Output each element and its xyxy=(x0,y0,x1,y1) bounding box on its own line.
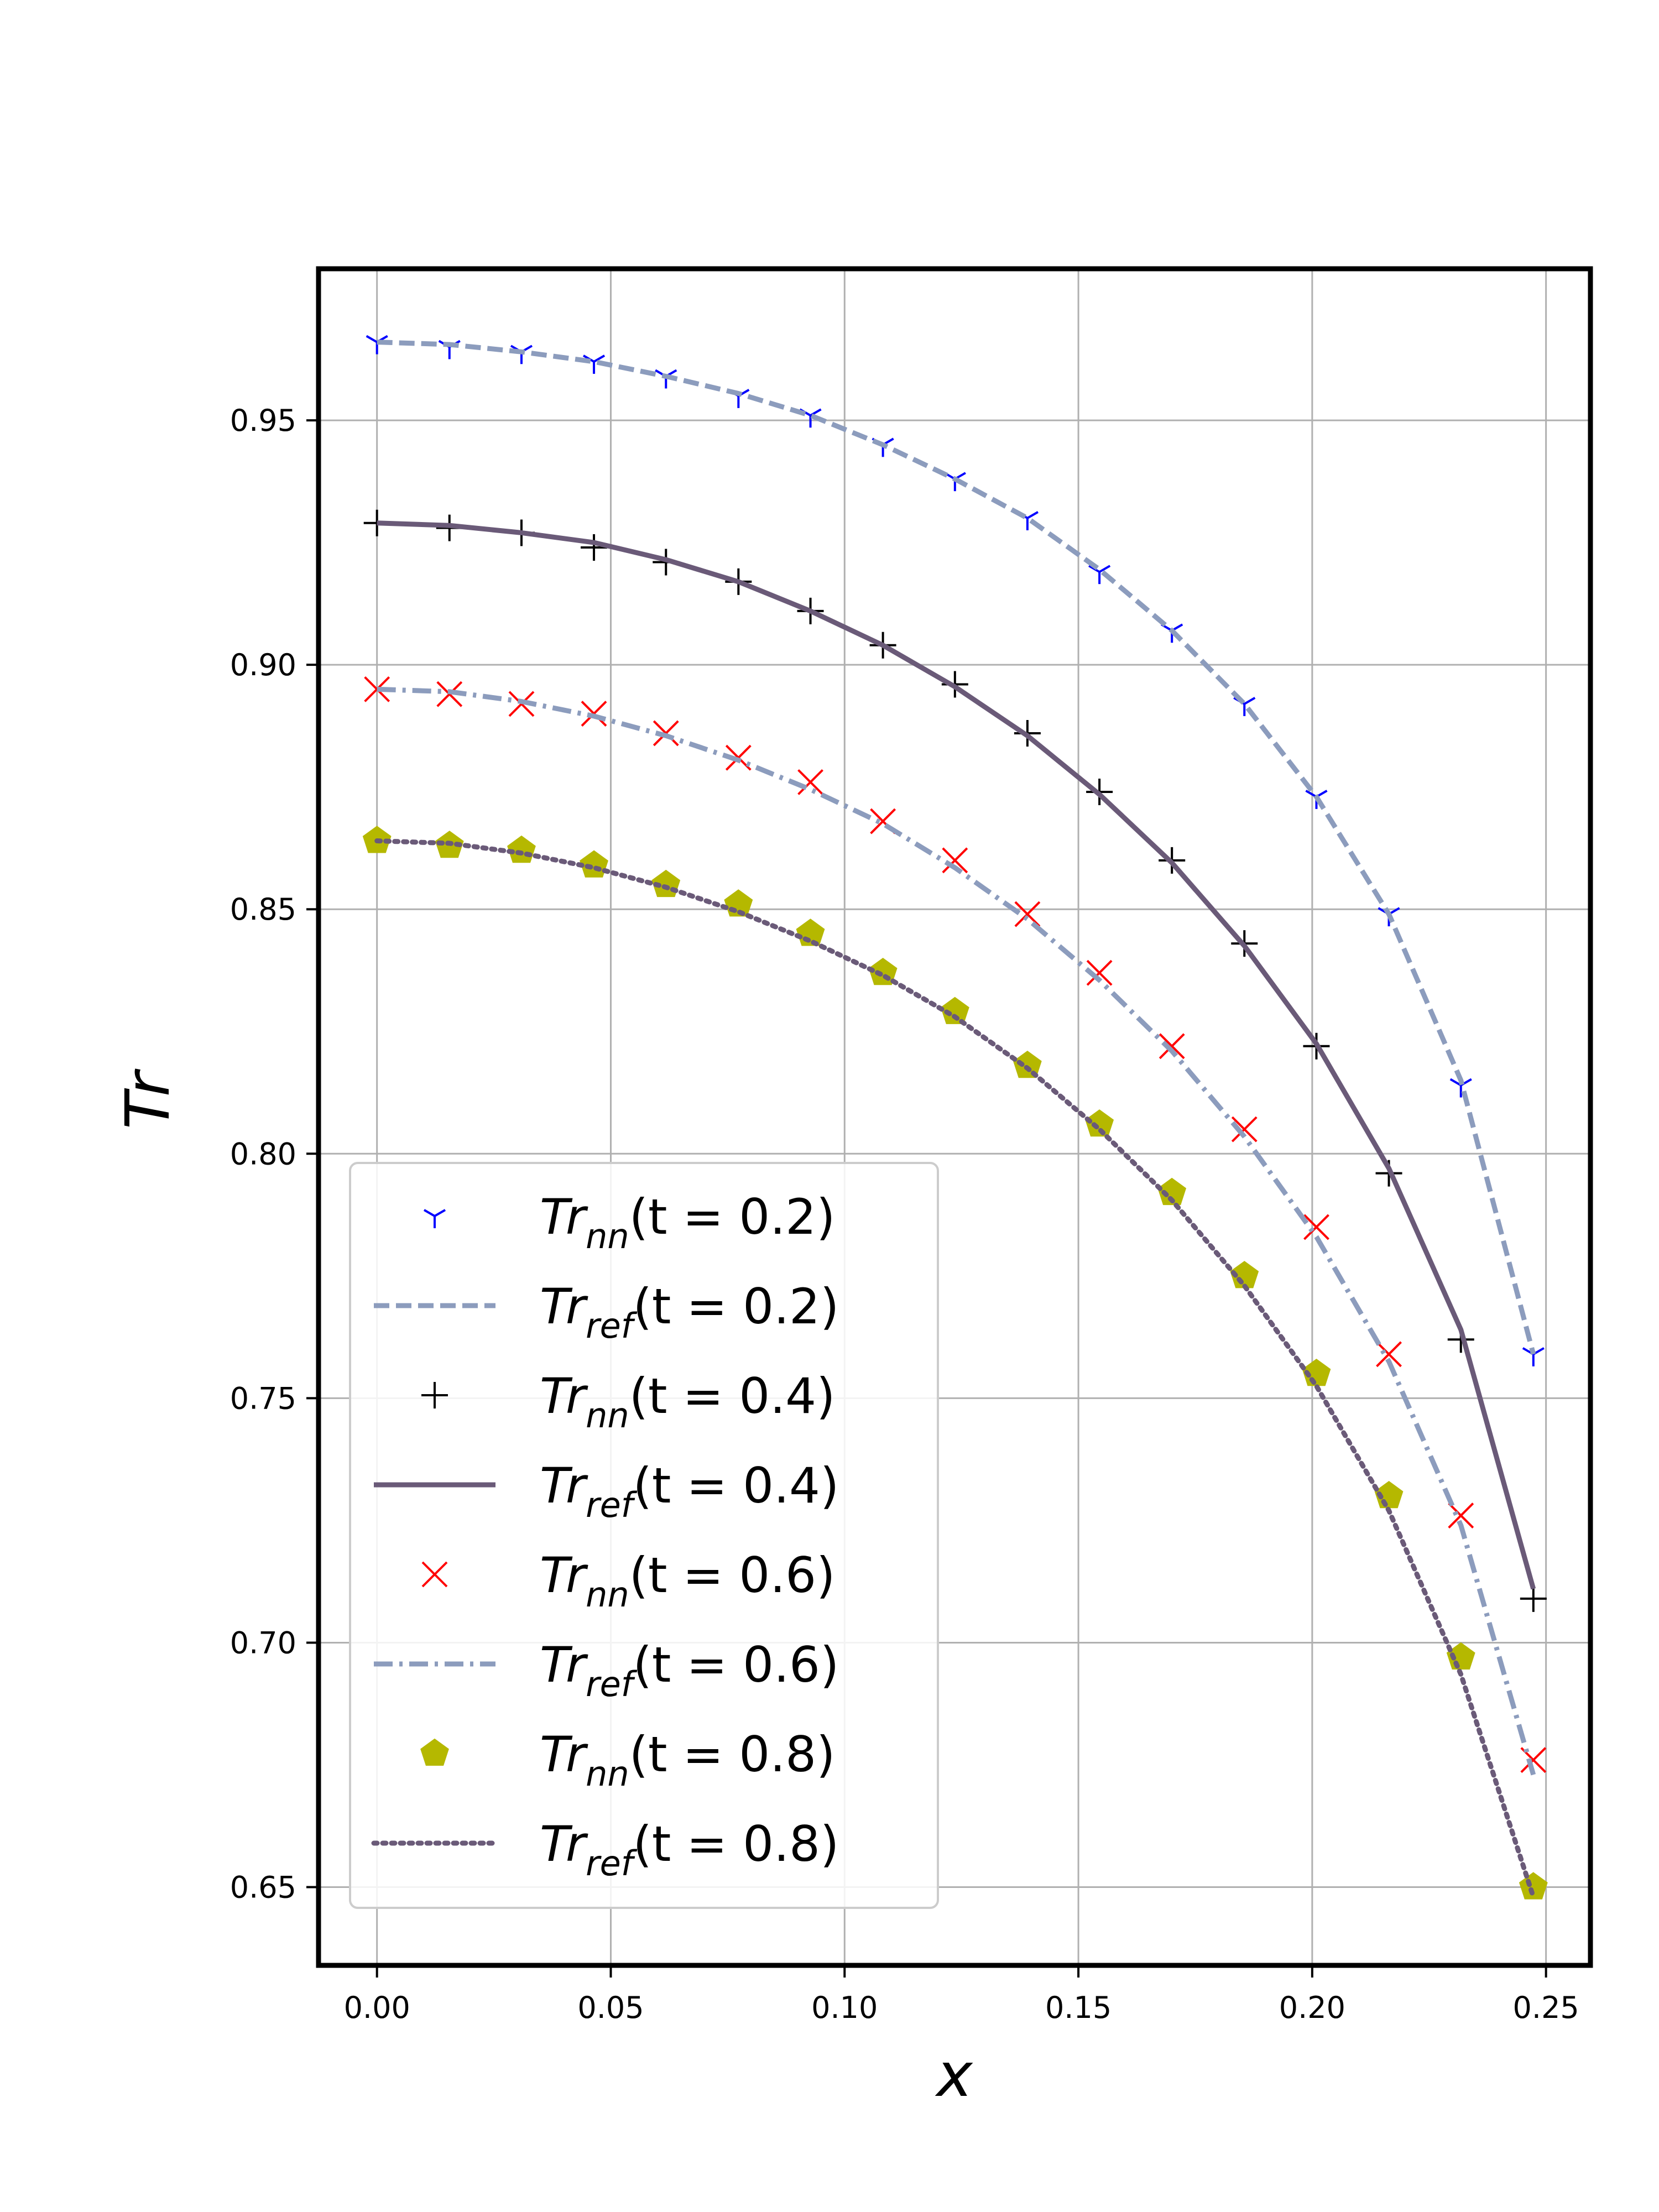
data-point xyxy=(1519,1872,1548,1900)
series-6 xyxy=(377,686,1536,1776)
data-point xyxy=(1376,1341,1402,1368)
data-point xyxy=(797,769,823,795)
axis-ticks: 0.00 0.05 0.10 0.15 0.20 0.25 0.65 0.70 0.75 0.80… xyxy=(230,403,1579,2025)
y-axis-label: Tr xyxy=(112,1068,183,1129)
legend-entry: Trnn(t = 0.6) xyxy=(421,1547,836,1615)
y-tick-label: 0.75 xyxy=(230,1381,296,1416)
series-line xyxy=(374,838,1536,1900)
x-tick-label: 0.25 xyxy=(1513,1990,1579,2025)
y-tick-label: 0.90 xyxy=(230,648,296,682)
legend-label: Trref(t = 0.2) xyxy=(540,1278,839,1346)
series-4 xyxy=(377,520,1536,1590)
legend-entry: Trref(t = 0.4) xyxy=(374,1457,839,1525)
data-point xyxy=(942,847,968,874)
legend-label: Trref(t = 0.6) xyxy=(540,1636,839,1704)
data-point xyxy=(364,676,390,702)
y-tick-label: 0.80 xyxy=(230,1136,296,1171)
legend-label: Trnn(t = 0.4) xyxy=(540,1368,836,1436)
x-tick-label: 0.10 xyxy=(811,1990,878,2025)
legend-entry: Trnn(t = 0.2) xyxy=(423,1188,836,1256)
legend-marker-swatch xyxy=(420,1738,449,1766)
data-point xyxy=(940,997,969,1024)
legend-entry: Trref(t = 0.6) xyxy=(374,1636,839,1704)
x-tick-label: 0.20 xyxy=(1279,1990,1345,2025)
legend-entry: Trnn(t = 0.4) xyxy=(421,1368,836,1436)
legend-marker-swatch xyxy=(421,1561,448,1588)
series-line xyxy=(377,686,1536,1776)
legend-label: Trnn(t = 0.2) xyxy=(540,1188,836,1256)
data-point xyxy=(1014,901,1041,927)
legend-label: Trref(t = 0.8) xyxy=(540,1815,839,1884)
data-point xyxy=(1088,565,1111,585)
legend-entry: Trnn(t = 0.8) xyxy=(420,1726,836,1794)
legend-marker-swatch xyxy=(423,1209,446,1228)
legend-entry: Trref(t = 0.8) xyxy=(371,1815,839,1884)
series-5 xyxy=(364,676,1547,1773)
legend-box xyxy=(349,1162,939,1909)
legend-label: Trnn(t = 0.6) xyxy=(540,1547,836,1615)
series-layer xyxy=(362,335,1548,1900)
x-tick-label: 0.05 xyxy=(577,1990,644,2025)
series-2 xyxy=(377,340,1536,1355)
data-point xyxy=(1520,1585,1547,1612)
data-point xyxy=(581,534,608,561)
data-point xyxy=(1448,1503,1474,1528)
data-point xyxy=(1159,1033,1185,1060)
data-point xyxy=(1086,959,1113,986)
y-tick-label: 0.95 xyxy=(230,403,296,438)
y-tick-label: 0.85 xyxy=(230,892,296,927)
legend-label: Trref(t = 0.4) xyxy=(540,1457,839,1525)
x-tick-label: 0.15 xyxy=(1045,1990,1112,2025)
legend: Trnn(t = 0.2) Trref(t = 0.2) Trnn(t = 0.4)… xyxy=(349,1162,939,1909)
legend-label: Trnn(t = 0.8) xyxy=(540,1726,836,1794)
x-axis-label: x xyxy=(935,2039,973,2110)
series-line xyxy=(377,340,1536,1355)
legend-marker-swatch xyxy=(421,1382,448,1408)
data-point xyxy=(1303,1214,1329,1240)
data-point xyxy=(1231,1116,1258,1142)
legend-entry: Trref(t = 0.2) xyxy=(374,1278,839,1346)
series-8 xyxy=(374,838,1536,1900)
series-line xyxy=(377,520,1536,1590)
y-tick-label: 0.65 xyxy=(230,1870,296,1905)
y-tick-label: 0.70 xyxy=(230,1625,296,1660)
x-tick-label: 0.00 xyxy=(344,1990,410,2025)
plot-frame xyxy=(316,266,1593,1968)
